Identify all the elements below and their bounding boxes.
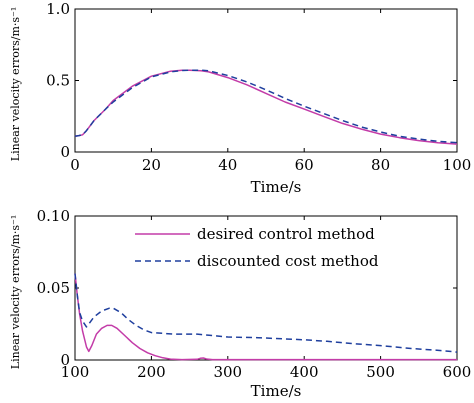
x-tick-label: 600 bbox=[443, 363, 472, 381]
series-line-desired-control bbox=[74, 69, 458, 145]
axes: 0 20 40 60 80 100 0 0.5 1.0 bbox=[46, 0, 471, 174]
x-tick-label: 400 bbox=[290, 363, 319, 381]
series-line-discounted-cost bbox=[74, 69, 458, 144]
x-tick-label: 500 bbox=[366, 363, 395, 381]
y-tick-label: 0 bbox=[60, 351, 70, 369]
y-tick-label: 0 bbox=[60, 143, 70, 161]
legend-label-desired: desired control method bbox=[197, 225, 375, 243]
legend: desired control method discounted cost m… bbox=[135, 225, 379, 270]
x-tick-label: 100 bbox=[61, 363, 90, 381]
x-axis-label: Time/s bbox=[251, 178, 302, 196]
x-tick-label: 60 bbox=[295, 156, 314, 174]
series-group bbox=[74, 69, 458, 145]
x-axis-label: Time/s bbox=[251, 382, 302, 400]
series-group bbox=[74, 273, 458, 361]
series-line-discounted-cost bbox=[74, 273, 458, 353]
x-tick-label: 100 bbox=[443, 156, 472, 174]
legend-label-discounted: discounted cost method bbox=[197, 252, 379, 270]
chart-top: 0 20 40 60 80 100 0 0.5 1.0 Time/s Linear veloci… bbox=[9, 0, 471, 196]
y-tick-label: 0.5 bbox=[46, 72, 70, 90]
chart-bottom: 100 200 300 400 500 600 0 0.05 0.10 desired cont… bbox=[9, 207, 471, 400]
x-tick-label: 20 bbox=[142, 156, 161, 174]
y-tick-label: 0.05 bbox=[37, 279, 70, 297]
x-tick-label: 300 bbox=[213, 363, 242, 381]
plot-area-frame bbox=[74, 8, 458, 153]
y-axis-label: Linear velocity errors/m·s⁻¹ bbox=[9, 215, 22, 369]
x-tick-label: 0 bbox=[70, 156, 80, 174]
x-tick-label: 40 bbox=[218, 156, 237, 174]
axes: 100 200 300 400 500 600 0 0.05 0.10 bbox=[37, 207, 472, 381]
x-tick-label: 200 bbox=[137, 363, 166, 381]
y-tick-label: 1.0 bbox=[46, 0, 70, 18]
x-tick-label: 80 bbox=[371, 156, 390, 174]
y-tick-label: 0.10 bbox=[37, 207, 70, 225]
series-line-desired-control bbox=[74, 273, 457, 361]
y-axis-label: Linear velocity errors/m·s⁻¹ bbox=[9, 7, 22, 161]
